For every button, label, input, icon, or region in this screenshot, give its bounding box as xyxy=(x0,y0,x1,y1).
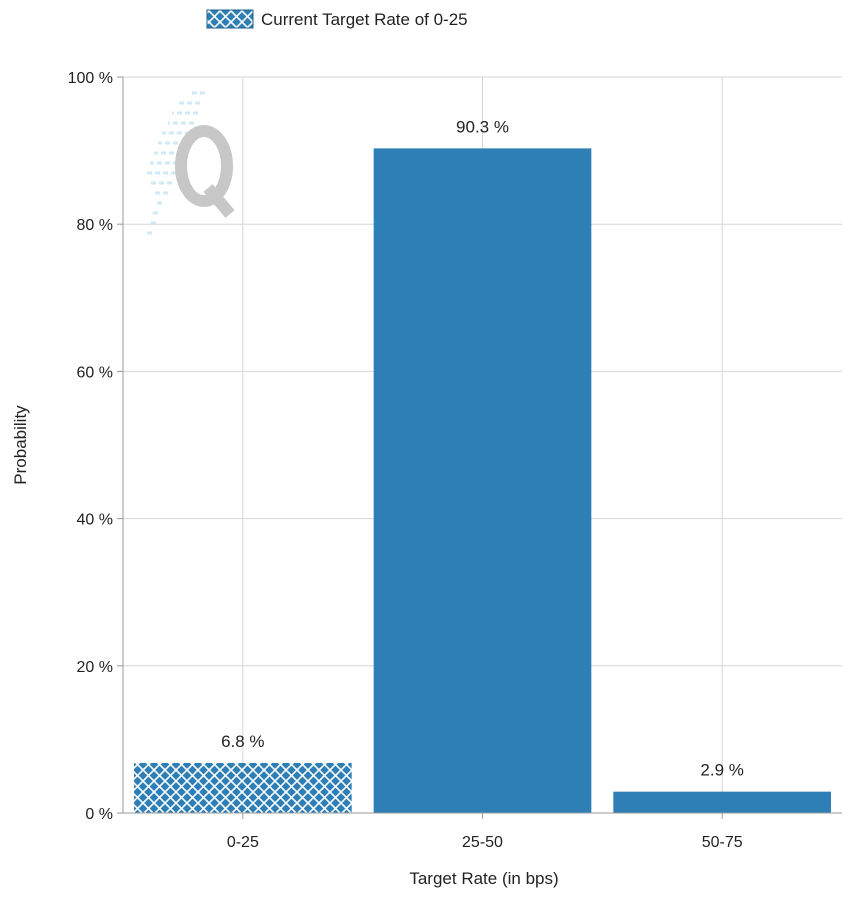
legend-label: Current Target Rate of 0-25 xyxy=(261,10,468,29)
axes: 0 % 20 % 40 % 60 % 80 % 100 % 0-25 25-50 50-75 xyxy=(68,70,842,851)
y-tick-label: 60 % xyxy=(77,364,113,381)
x-axis-title: Target Rate (in bps) xyxy=(409,869,558,888)
legend-swatch xyxy=(206,9,254,29)
data-label-25-50: 90.3 % xyxy=(456,117,509,136)
legend: Current Target Rate of 0-25 xyxy=(206,9,468,29)
bar-0-25 xyxy=(134,762,352,813)
bar-25-50 xyxy=(373,148,592,814)
x-tick-label-25-50: 25-50 xyxy=(462,834,503,851)
q-logo-watermark xyxy=(144,91,235,235)
y-tick-label: 80 % xyxy=(77,217,113,234)
y-tick-label: 0 % xyxy=(85,806,113,823)
data-label-50-75: 2.9 % xyxy=(700,761,743,780)
y-tick-label: 100 % xyxy=(68,70,113,87)
x-tick-label-0-25: 0-25 xyxy=(227,834,259,851)
bars: 6.8 % 90.3 % 2.9 % xyxy=(134,117,831,814)
data-label-0-25: 6.8 % xyxy=(221,732,264,751)
y-tick-label: 40 % xyxy=(77,512,113,529)
x-tick-label-50-75: 50-75 xyxy=(702,834,743,851)
bar-50-75 xyxy=(613,791,831,813)
y-tick-label: 20 % xyxy=(77,659,113,676)
y-axis-title: Probability xyxy=(11,405,30,485)
